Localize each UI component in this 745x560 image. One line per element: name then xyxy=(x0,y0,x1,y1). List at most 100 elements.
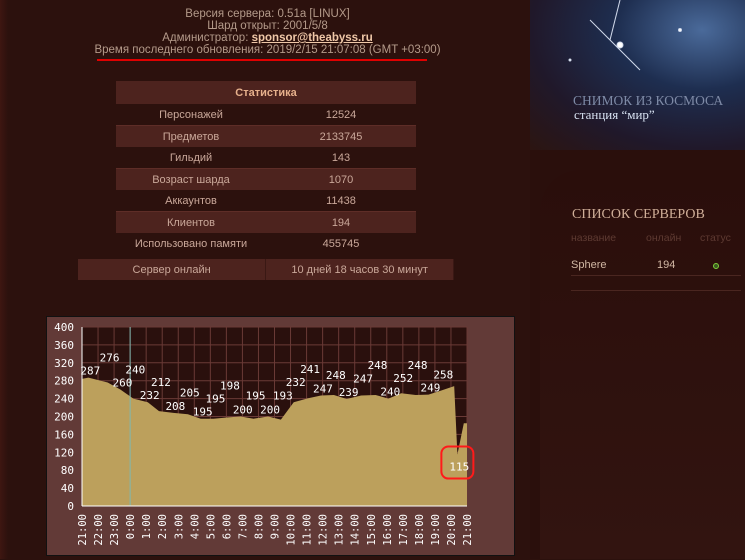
stats-value: 11438 xyxy=(326,194,356,207)
stats-row: Гильдий 143 xyxy=(116,147,416,169)
stats-value: 1070 xyxy=(266,168,416,190)
shard-opened: Шард открыт: 2001/5/8 xyxy=(207,20,328,32)
data-label: 208 xyxy=(165,400,185,413)
admin-line: Администратор: sponsor@theabyss.ru xyxy=(80,32,455,44)
uptime-label: Сервер онлайн xyxy=(78,259,267,280)
y-tick-label: 120 xyxy=(54,446,74,459)
uptime-row: Сервер онлайн 10 дней 18 часов 30 минут xyxy=(78,259,454,280)
space-station-icon xyxy=(568,0,682,71)
stats-value: 143 xyxy=(331,151,351,164)
server-version: Версия сервера: 0.51a [LINUX] xyxy=(185,8,350,20)
stats-label: Предметов xyxy=(116,125,266,147)
col-online-header: онлайн xyxy=(646,232,682,244)
space-title: СНИМОК ИЗ КОСМОСА xyxy=(573,93,724,108)
stats-value: 455745 xyxy=(322,237,360,250)
status-online-icon xyxy=(713,263,719,269)
y-tick-label: 360 xyxy=(54,339,74,352)
server-list-title: СПИСОК СЕРВЕРОВ xyxy=(572,207,705,222)
x-tick-label: 21:00 xyxy=(462,514,474,546)
online-chart-svg: 0 40 80 120 160 200 240 280 320 360 400 21:00 22:00 2… xyxy=(54,321,475,546)
y-tick-label: 80 xyxy=(61,464,74,477)
x-tick-label: 17:00 xyxy=(398,514,410,546)
stats-row: Персонажей 12524 xyxy=(116,104,416,126)
data-label: 200 xyxy=(233,404,253,417)
stats-table: Статистика Персонажей 12524 Предметов 21337… xyxy=(116,81,416,254)
x-tick-label: 22:00 xyxy=(93,514,105,546)
admin-email-link[interactable]: sponsor@theabyss.ru xyxy=(251,32,373,44)
data-label: 247 xyxy=(313,382,333,395)
data-label: 195 xyxy=(246,390,266,403)
admin-label: Администратор: xyxy=(162,32,252,44)
y-tick-label: 280 xyxy=(54,375,74,388)
stats-label: Персонажей xyxy=(159,108,223,121)
x-tick-label: 11:00 xyxy=(302,514,314,546)
stats-row: Использовано памяти 455745 xyxy=(116,233,416,254)
x-tick-label: 13:00 xyxy=(334,514,346,546)
stats-row: Клиентов 194 xyxy=(116,211,416,233)
stats-title: Статистика xyxy=(116,81,416,104)
x-tick-label: 15:00 xyxy=(366,514,378,546)
data-label: 260 xyxy=(113,377,133,390)
data-label: 240 xyxy=(125,364,145,377)
space-image[interactable] xyxy=(530,0,745,150)
data-label: 276 xyxy=(100,351,120,364)
data-label: 240 xyxy=(380,386,400,399)
data-label: 193 xyxy=(273,390,293,403)
x-tick-label: 10:00 xyxy=(286,514,298,546)
data-label: 248 xyxy=(326,369,346,382)
data-label: 248 xyxy=(408,359,428,372)
data-label: 247 xyxy=(353,372,373,385)
stats-label: Аккаунтов xyxy=(165,194,217,207)
highlight-circle xyxy=(440,445,475,480)
x-tick-label: 7:00 xyxy=(237,514,249,539)
server-name[interactable]: Sphere xyxy=(571,259,607,271)
y-tick-label: 240 xyxy=(54,393,74,406)
y-tick-label: 160 xyxy=(54,428,74,441)
x-tick-label: 14:00 xyxy=(350,514,362,546)
x-tick-label: 20:00 xyxy=(446,514,458,546)
x-tick-label: 0:00 xyxy=(125,514,137,539)
x-tick-label: 12:00 xyxy=(318,514,330,546)
data-label: 205 xyxy=(180,386,200,399)
stats-label: Гильдий xyxy=(169,151,213,164)
data-label: 232 xyxy=(140,389,160,402)
online-chart: 0 40 80 120 160 200 240 280 320 360 400 21:00 22:00 2… xyxy=(46,316,515,556)
y-tick-label: 400 xyxy=(54,321,74,334)
x-tick-label: 16:00 xyxy=(382,514,394,546)
stats-value: 2133745 xyxy=(266,125,416,147)
left-border-decoration xyxy=(0,0,8,559)
data-label: 115 xyxy=(449,461,469,474)
stats-label: Использовано памяти xyxy=(134,237,248,250)
data-label: 287 xyxy=(80,365,100,378)
y-tick-label: 200 xyxy=(54,411,74,424)
stats-label: Клиентов xyxy=(116,211,266,233)
stats-value: 12524 xyxy=(325,108,357,121)
data-label: 241 xyxy=(300,363,320,376)
divider xyxy=(571,290,741,291)
data-label: 239 xyxy=(339,386,359,399)
data-label: 232 xyxy=(286,376,306,389)
stats-row: Аккаунтов 11438 xyxy=(116,190,416,212)
data-label: 195 xyxy=(206,393,226,406)
y-tick-label: 0 xyxy=(67,500,74,513)
x-tick-label: 18:00 xyxy=(414,514,426,546)
data-label: 249 xyxy=(421,382,441,395)
server-online: 194 xyxy=(657,259,676,271)
stats-row: Предметов 2133745 xyxy=(116,125,416,147)
data-label: 198 xyxy=(220,379,240,392)
server-row[interactable]: Sphere 194 xyxy=(571,253,741,276)
server-list-panel xyxy=(540,170,745,559)
stats-value: 194 xyxy=(266,211,416,233)
data-label: 200 xyxy=(260,404,280,417)
x-tick-label: 23:00 xyxy=(109,514,121,546)
x-tick-label: 21:00 xyxy=(77,514,89,546)
col-name-header: название xyxy=(571,232,617,244)
x-tick-label: 19:00 xyxy=(430,514,442,546)
y-tick-label: 40 xyxy=(61,482,74,495)
online-area xyxy=(82,377,467,506)
y-tick-label: 320 xyxy=(54,357,74,370)
x-tick-label: 5:00 xyxy=(205,514,217,539)
col-status-header: статус xyxy=(700,232,731,244)
red-underline-annotation xyxy=(97,59,427,61)
x-tick-label: 3:00 xyxy=(173,514,185,539)
